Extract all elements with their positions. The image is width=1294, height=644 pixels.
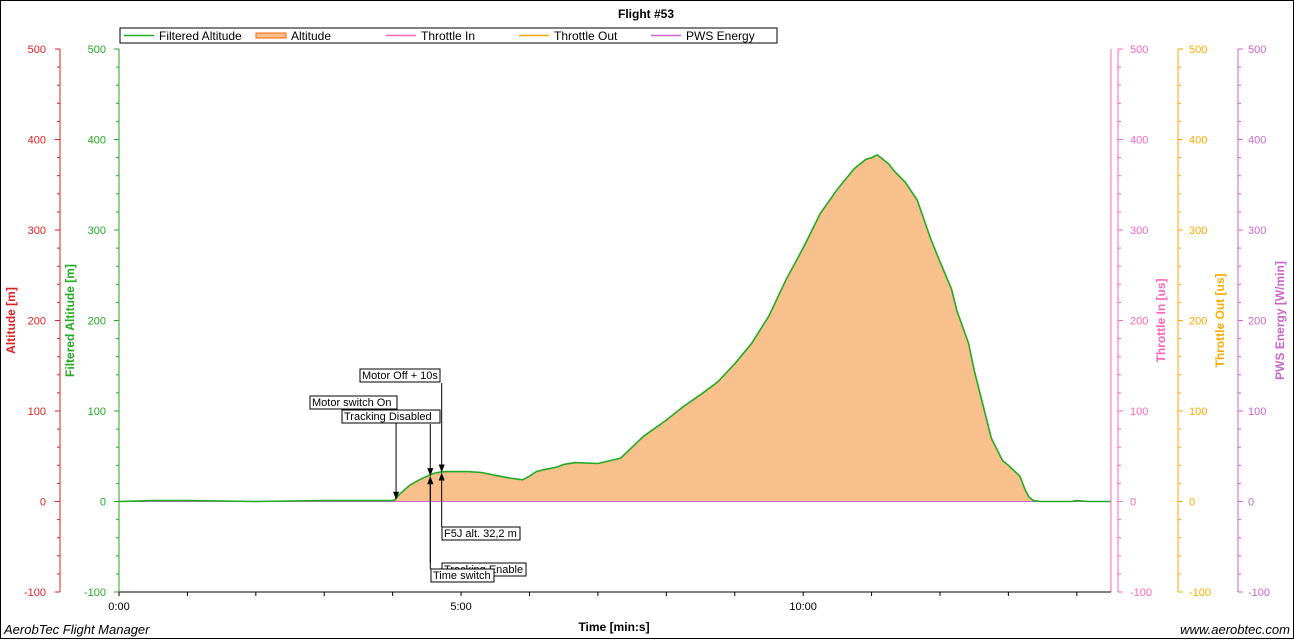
y-tick-label: 0 bbox=[1130, 497, 1136, 509]
x-tick-label: 0:00 bbox=[108, 601, 129, 613]
event-markers: Motor Off + 10s Motor switch On Tracking D… bbox=[309, 368, 527, 583]
y-tick-label: 400 bbox=[28, 135, 46, 147]
legend-box bbox=[119, 27, 778, 44]
y-tick-label: 200 bbox=[1189, 316, 1207, 328]
y-tick-label: 100 bbox=[88, 406, 106, 418]
event-arrow bbox=[393, 491, 400, 500]
y-tick-label: -100 bbox=[1130, 587, 1152, 599]
y-tick-label: 100 bbox=[1189, 406, 1207, 418]
legend-item: Altitude bbox=[255, 29, 331, 43]
event-label: Motor switch On bbox=[312, 397, 391, 409]
event-label: Time switch bbox=[433, 570, 491, 582]
y-tick-label: 300 bbox=[88, 225, 106, 237]
y-tick-label: 300 bbox=[1189, 225, 1207, 237]
y-tick-label: 0 bbox=[100, 497, 106, 509]
event-arrow bbox=[427, 468, 434, 477]
y-tick-label: -100 bbox=[1248, 587, 1270, 599]
legend-label: Throttle In bbox=[421, 29, 475, 43]
y-tick-label: 0 bbox=[1189, 497, 1195, 509]
legend: Filtered Altitude Altitude Throttle In Thro… bbox=[119, 27, 778, 44]
y-axis-3: 500 400 300 200 100 0 -100 Throttle In [us] bbox=[1117, 44, 1168, 599]
y-axis-1: 500 400 300 200 100 0 -100 Altitude [m] bbox=[4, 44, 61, 599]
chart-title: Flight #53 bbox=[618, 7, 674, 21]
event-arrow bbox=[438, 464, 445, 473]
footer-website[interactable]: www.aerobtec.com bbox=[1180, 622, 1290, 637]
y-tick-label: 400 bbox=[88, 135, 106, 147]
event-marker: Motor switch On bbox=[309, 395, 400, 500]
event-marker: F5J alt. 32,2 m bbox=[438, 472, 521, 541]
y-axis-2: 500 400 300 200 100 0 -100 Filtered Altitude [m… bbox=[63, 44, 120, 599]
event-label-box bbox=[359, 368, 441, 383]
y-axis-title: Throttle In [us] bbox=[1154, 279, 1168, 363]
plot-area bbox=[118, 49, 1111, 592]
altitude-area bbox=[119, 154, 1111, 502]
y-axis-title: Filtered Altitude [m] bbox=[63, 264, 77, 377]
axes: 0:00 5:00 10:00 500 400 300 200 100 0 -100 Altitud… bbox=[4, 44, 1287, 613]
y-axis-title: Altitude [m] bbox=[4, 287, 18, 354]
y-axis-4: 500 400 300 200 100 0 -100 Throttle Out [us] bbox=[1177, 44, 1227, 599]
y-tick-label: -100 bbox=[1189, 587, 1211, 599]
y-tick-label: 200 bbox=[1130, 316, 1148, 328]
y-tick-label: -100 bbox=[84, 587, 106, 599]
y-tick-label: 0 bbox=[1248, 497, 1254, 509]
y-axis-5: 500 400 300 200 100 0 -100 PWS Energy [W/min] bbox=[1237, 44, 1287, 599]
y-tick-label: 500 bbox=[1248, 44, 1266, 56]
legend-label: Altitude bbox=[291, 29, 331, 43]
y-tick-label: 100 bbox=[1248, 406, 1266, 418]
y-tick-label: 100 bbox=[28, 406, 46, 418]
y-tick-label: 300 bbox=[1248, 225, 1266, 237]
y-tick-label: 500 bbox=[1189, 44, 1207, 56]
filtered-altitude-line bbox=[118, 153, 1111, 503]
x-tick-label: 5:00 bbox=[450, 601, 471, 613]
x-axis-label: Time [min:s] bbox=[578, 620, 649, 634]
event-label-box bbox=[430, 568, 495, 583]
legend-item: Throttle In bbox=[386, 29, 475, 43]
plot-background bbox=[119, 49, 1111, 592]
x-tick-label: 10:00 bbox=[789, 601, 817, 613]
y-tick-label: 400 bbox=[1130, 135, 1148, 147]
y-tick-label: 0 bbox=[40, 497, 46, 509]
event-label-box bbox=[309, 395, 398, 410]
y-tick-label: 500 bbox=[1130, 44, 1148, 56]
legend-label: Throttle Out bbox=[554, 29, 618, 43]
legend-label: Filtered Altitude bbox=[159, 29, 242, 43]
y-tick-label: 300 bbox=[1130, 225, 1148, 237]
event-label-box bbox=[341, 409, 441, 424]
event-marker: Tracking Disabled bbox=[341, 409, 441, 477]
event-marker: Motor Off + 10s bbox=[359, 368, 445, 473]
y-tick-label: 500 bbox=[28, 44, 46, 56]
y-tick-label: 200 bbox=[88, 316, 106, 328]
event-label: Motor Off + 10s bbox=[362, 370, 438, 382]
y-tick-label: 200 bbox=[1248, 316, 1266, 328]
legend-item: Filtered Altitude bbox=[124, 29, 242, 43]
legend-item: PWS Energy bbox=[651, 29, 755, 43]
y-tick-label: 300 bbox=[28, 225, 46, 237]
event-label-box bbox=[441, 526, 521, 541]
y-tick-label: 200 bbox=[28, 316, 46, 328]
y-axis-title: PWS Energy [W/min] bbox=[1273, 261, 1287, 380]
legend-label: PWS Energy bbox=[686, 29, 755, 43]
y-tick-label: 400 bbox=[1248, 135, 1266, 147]
event-label: Tracking Disabled bbox=[344, 411, 432, 423]
y-tick-label: 100 bbox=[1130, 406, 1148, 418]
y-tick-label: 400 bbox=[1189, 135, 1207, 147]
event-marker: Time switch bbox=[427, 476, 495, 583]
y-tick-label: 500 bbox=[88, 44, 106, 56]
event-label: F5J alt. 32,2 m bbox=[444, 528, 517, 540]
y-axis-title: Throttle Out [us] bbox=[1213, 274, 1227, 368]
legend-item: Throttle Out bbox=[519, 29, 618, 43]
event-arrow bbox=[438, 472, 445, 481]
event-arrow bbox=[427, 476, 434, 485]
legend-swatch bbox=[255, 32, 287, 39]
y-tick-label: -100 bbox=[24, 587, 46, 599]
footer-app-name: AerobTec Flight Manager bbox=[3, 622, 150, 637]
